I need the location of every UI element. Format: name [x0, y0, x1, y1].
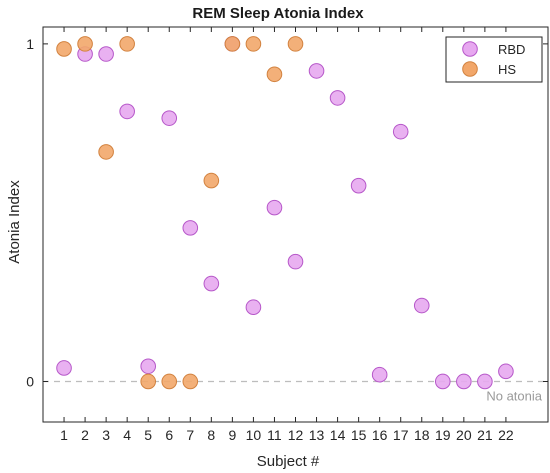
x-tick-label: 22: [498, 427, 514, 443]
data-point-rbd: [350, 177, 367, 194]
x-tick-label: 18: [414, 427, 430, 443]
x-axis-label: Subject #: [257, 453, 320, 470]
data-point-rbd: [456, 373, 472, 390]
y-axis-label: Atonia Index: [6, 180, 23, 264]
data-point-rbd: [308, 63, 325, 79]
y-tick-label: 1: [26, 36, 34, 52]
x-tick-label: 6: [165, 427, 173, 443]
x-tick-label: 19: [435, 427, 451, 443]
x-tick-label: 1: [60, 427, 68, 443]
legend-box: [445, 36, 543, 83]
x-tick-label: 14: [330, 427, 346, 443]
x-tick-label: 13: [309, 427, 325, 443]
x-tick-label: 8: [207, 427, 215, 443]
x-tick-label: 7: [186, 427, 194, 443]
legend-marker-hs: [462, 61, 478, 77]
x-tick-label: 15: [351, 427, 367, 443]
x-tick-label: 2: [81, 427, 89, 443]
data-point-rbd: [98, 46, 114, 62]
x-tick-label: 16: [372, 427, 388, 443]
x-tick-label: 5: [144, 427, 152, 443]
data-point-rbd: [182, 220, 199, 236]
data-point-hs: [245, 36, 262, 52]
data-point-hs: [77, 36, 93, 52]
data-point-rbd: [161, 110, 178, 126]
x-tick-label: 11: [267, 427, 282, 443]
plot-area: 1 2 3 4 5 6 7 8 9 10 11 12 13 14 15 16 17 18 19 20 21 2201No …: [26, 26, 549, 443]
axes-box: [42, 26, 549, 423]
data-point-rbd: [434, 373, 451, 390]
legend-label-hs: HS: [498, 62, 516, 77]
data-point-hs: [98, 144, 114, 160]
no-atonia-annotation: No atonia: [486, 388, 542, 403]
data-point-rbd: [56, 360, 72, 376]
data-point-rbd: [287, 253, 304, 270]
x-tick-label: 10: [246, 427, 262, 443]
data-point-hs: [224, 36, 241, 52]
x-tick-label: 21: [477, 427, 493, 443]
x-tick-label: 4: [123, 427, 131, 443]
x-tick-label: 3: [102, 427, 110, 443]
legend-marker-rbd: [462, 41, 478, 57]
data-point-rbd: [140, 358, 157, 375]
data-point-rbd: [266, 199, 283, 216]
x-tick-label: 20: [456, 427, 472, 443]
x-tick-label: 9: [228, 427, 236, 443]
data-point-hs: [266, 66, 283, 83]
data-point-rbd: [477, 373, 493, 390]
data-point-rbd: [119, 103, 135, 120]
data-point-hs: [56, 41, 72, 57]
data-point-rbd: [498, 363, 514, 380]
y-tick-label: 0: [26, 373, 34, 389]
data-point-rbd: [371, 366, 388, 383]
data-point-rbd: [413, 297, 430, 314]
data-point-rbd: [203, 275, 220, 292]
data-point-hs: [161, 373, 178, 390]
chart-title: REM Sleep Atonia Index: [192, 5, 364, 22]
data-point-hs: [287, 36, 304, 52]
x-tick-label: 12: [288, 427, 304, 443]
data-point-rbd: [392, 123, 409, 140]
data-point-rbd: [329, 90, 346, 106]
data-point-hs: [140, 373, 157, 390]
data-point-hs: [203, 172, 220, 189]
x-tick-label: 17: [393, 427, 409, 443]
data-point-hs: [182, 373, 199, 390]
data-point-rbd: [245, 299, 262, 316]
legend-label-rbd: RBD: [498, 42, 525, 57]
data-point-hs: [119, 36, 135, 52]
